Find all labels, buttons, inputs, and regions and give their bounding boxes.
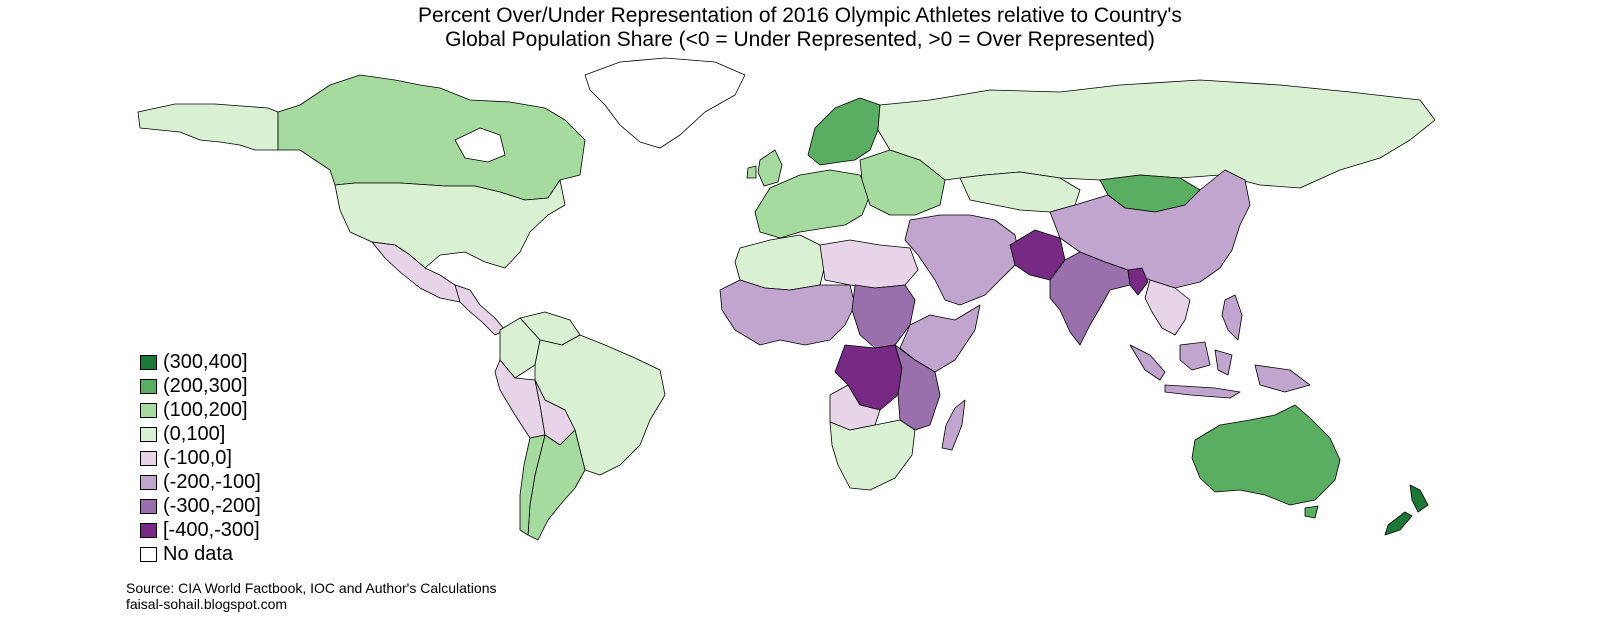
legend-swatch [140,546,157,562]
title-line-2: Global Population Share (<0 = Under Repr… [445,28,1155,51]
region-middle-east [904,214,1021,306]
region-greenland [584,57,746,149]
legend-swatch [140,474,157,490]
region-egypt-libya [819,239,919,289]
region-central-america [454,284,506,336]
region-indonesia [1129,341,1311,399]
legend-label: (300,400] [163,351,248,373]
legend-item: (300,400] [140,350,261,374]
region-bangladesh [1127,267,1149,296]
region-west-africa [719,279,856,346]
legend-label: (-300,-200] [163,495,261,517]
region-western-europe [754,169,871,239]
legend-swatch [140,378,157,394]
legend-label: (0,100] [163,423,226,445]
legend-swatch [140,522,157,538]
legend-item: (-200,-100] [140,470,261,494]
legend-label: (200,300] [163,375,248,397]
legend-swatch [140,426,157,442]
legend-item: (-300,-200] [140,494,261,518]
region-hudson-bay [454,127,506,163]
region-australia [1191,404,1341,519]
legend-item: (0,100] [140,422,261,446]
legend-swatch [140,498,157,514]
region-uk-ireland [746,149,783,187]
legend-label: (-200,-100] [163,471,261,493]
map-title: Percent Over/Under Representation of 201… [0,4,1600,52]
title-line-1: Percent Over/Under Representation of 201… [418,4,1182,27]
legend-item: (100,200] [140,398,261,422]
region-sudan [851,284,916,349]
region-scandinavia [807,97,881,166]
region-canada [277,74,586,201]
source-note: Source: CIA World Factbook, IOC and Auth… [126,580,496,612]
legend-label: No data [163,543,234,565]
legend-label: [-400,-300] [163,519,260,541]
region-india [1049,251,1131,346]
region-russia [877,79,1436,189]
legend-swatch [140,354,157,370]
region-east-africa [894,344,941,431]
legend-item: (200,300] [140,374,261,398]
legend-item: (-100,0] [140,446,261,470]
region-alaska [137,103,279,151]
region-southern-africa [829,419,916,491]
legend-swatch [140,402,157,418]
region-southeast-asia [1144,279,1191,336]
region-chile [519,434,546,536]
legend: (300,400] (200,300] (100,200] (0,100] (-100,… [140,350,261,566]
region-new-zealand [1384,484,1429,536]
region-madagascar [941,399,966,451]
source-line-1: Source: CIA World Factbook, IOC and Auth… [126,580,497,596]
legend-swatch [140,450,157,466]
region-philippines [1221,294,1243,341]
legend-item: No data [140,542,261,566]
legend-label: (-100,0] [163,447,232,469]
legend-item: [-400,-300] [140,518,261,542]
region-dr-congo [834,344,903,411]
source-line-2: faisal-sohail.blogspot.com [126,596,288,612]
region-north-africa [734,234,826,291]
legend-label: (100,200] [163,399,248,421]
